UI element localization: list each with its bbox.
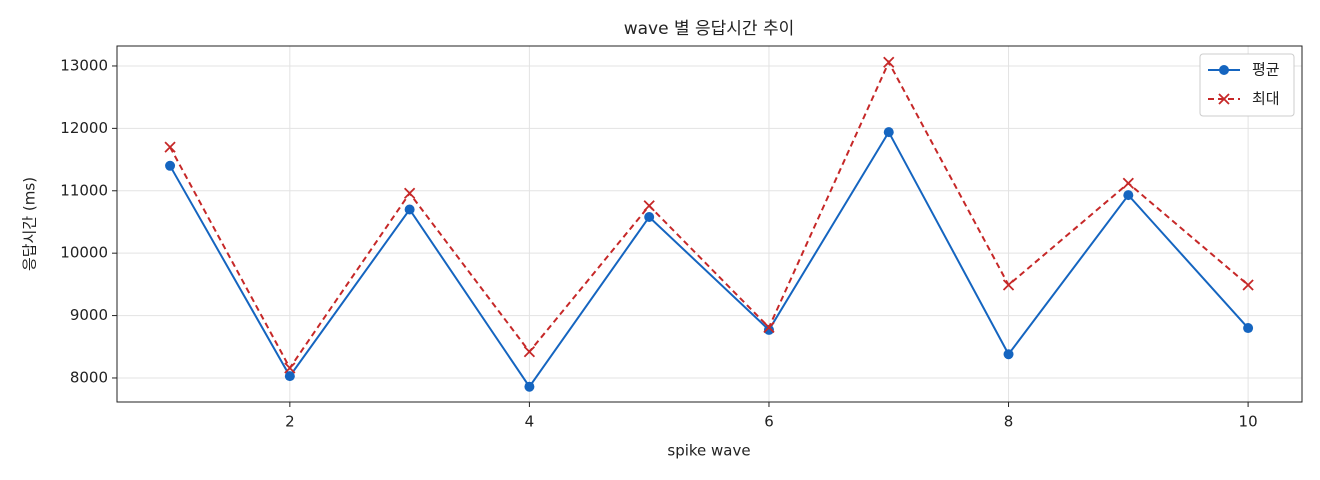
point: [164, 141, 176, 153]
point: [1122, 177, 1134, 189]
y-tick-label: 9000: [70, 306, 108, 324]
legend-label: 평균: [1252, 61, 1280, 79]
plot-frame: [116, 45, 1303, 403]
y-tick-label: 13000: [60, 56, 108, 74]
x-tick-label: 8: [1004, 413, 1014, 431]
point: [165, 160, 176, 171]
point: [1123, 190, 1134, 201]
point: [404, 204, 415, 215]
point: [883, 127, 894, 138]
series-line: [169, 130, 1249, 389]
y-tick-label: 11000: [60, 181, 108, 199]
point: [523, 346, 536, 358]
point: [1002, 279, 1015, 291]
x-axis-label: spike wave: [667, 442, 750, 460]
x-tick-label: 4: [525, 413, 535, 431]
point: [284, 362, 296, 374]
point: [1003, 349, 1014, 360]
y-tick-label: 12000: [60, 119, 108, 137]
series-line: [169, 59, 1249, 370]
legend-marker: [1218, 93, 1230, 105]
y-axis-label: 응답시간 (ms): [21, 177, 39, 271]
x-tick-label: 2: [285, 413, 295, 431]
y-tick-label: 8000: [70, 368, 108, 386]
point: [644, 211, 655, 222]
legend-marker: [1219, 65, 1229, 75]
point: [403, 187, 416, 199]
point: [1243, 323, 1254, 334]
point: [524, 381, 535, 392]
y-tick-label: 10000: [60, 244, 108, 262]
chart-title: wave 별 응답시간 추이: [624, 19, 795, 39]
legend-box: [1199, 53, 1295, 117]
point: [883, 56, 895, 68]
point: [763, 324, 774, 335]
point: [763, 321, 775, 334]
legend-label: 최대: [1252, 90, 1280, 108]
point: [284, 371, 295, 382]
x-tick-label: 6: [764, 413, 774, 431]
x-tick-label: 10: [1239, 413, 1258, 431]
point: [1242, 279, 1254, 291]
point: [643, 200, 655, 212]
